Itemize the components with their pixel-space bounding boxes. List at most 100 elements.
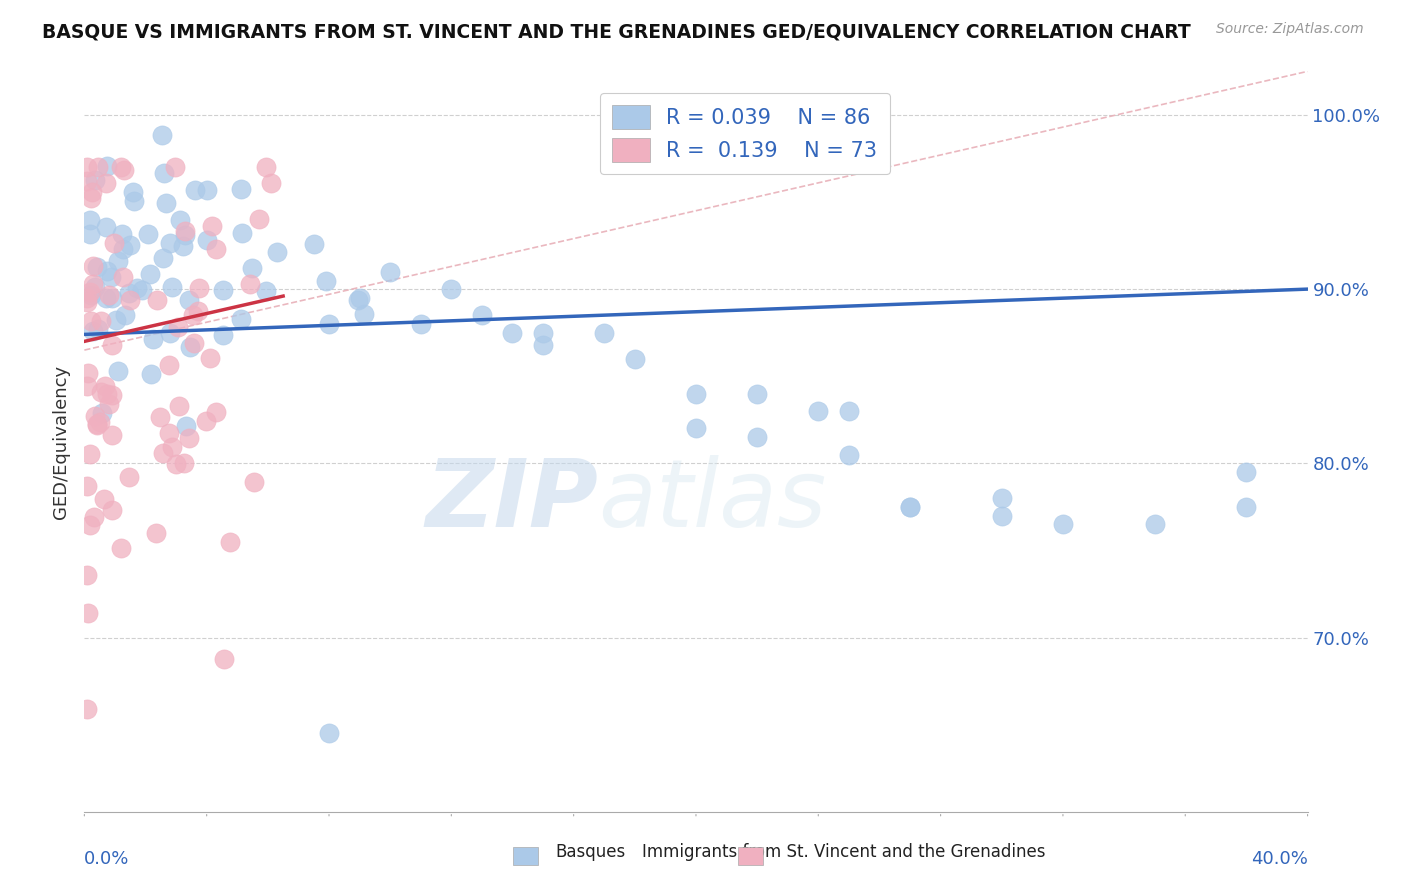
Point (188, 281, 211, 295)
Point (173, 456, 195, 470)
Point (152, 446, 174, 460)
Point (76, 174, 98, 188)
Point (349, 291, 371, 305)
Point (838, 404, 860, 418)
Point (150, 128, 173, 142)
Point (838, 448, 860, 462)
Point (101, 503, 124, 517)
Point (107, 253, 129, 268)
Point (181, 309, 204, 323)
Point (100, 291, 122, 305)
Point (231, 312, 253, 326)
Point (353, 307, 375, 321)
Point (86, 417, 108, 431)
Point (179, 340, 201, 354)
Point (177, 431, 200, 445)
Point (166, 320, 188, 334)
Point (153, 166, 176, 180)
Point (624, 351, 647, 366)
Point (991, 491, 1014, 505)
Point (145, 526, 167, 541)
Point (82, 277, 104, 292)
Point (198, 351, 221, 365)
Point (146, 293, 169, 307)
Point (195, 414, 218, 428)
Point (111, 242, 134, 256)
Point (184, 183, 207, 197)
Legend: R = 0.039    N = 86, R =  0.139    N = 73: R = 0.039 N = 86, R = 0.139 N = 73 (600, 93, 890, 174)
Point (101, 428, 124, 442)
Point (318, 317, 340, 331)
Point (152, 251, 174, 265)
Point (118, 469, 141, 483)
Text: Basques: Basques (555, 843, 626, 861)
Point (86, 417, 108, 432)
Point (1143, 517, 1166, 532)
Point (83, 172, 105, 186)
Point (204, 243, 226, 257)
Point (76, 294, 98, 309)
Point (212, 652, 235, 666)
Point (747, 386, 769, 401)
Point (112, 162, 135, 177)
Point (94, 176, 117, 190)
Point (254, 284, 277, 298)
Point (471, 308, 494, 322)
Point (96, 387, 118, 401)
Point (593, 326, 616, 340)
Point (155, 196, 177, 211)
Point (139, 267, 162, 281)
Point (169, 212, 191, 227)
Point (79, 517, 101, 532)
Point (97, 288, 120, 302)
Point (139, 367, 162, 381)
Point (266, 244, 288, 259)
Point (898, 500, 921, 514)
Point (149, 410, 172, 425)
Point (80, 186, 103, 200)
Point (136, 227, 159, 242)
Point (685, 421, 707, 435)
Point (83, 409, 105, 424)
Point (118, 237, 141, 252)
Point (212, 284, 235, 298)
Point (502, 326, 524, 340)
Point (142, 332, 165, 346)
Point (104, 313, 127, 327)
Point (240, 260, 263, 275)
Point (1236, 465, 1258, 479)
Point (195, 233, 218, 247)
Point (80, 287, 103, 301)
Point (80, 313, 103, 327)
Point (195, 183, 218, 197)
Point (157, 426, 180, 441)
Point (96, 264, 118, 278)
Point (89, 415, 111, 429)
Point (111, 270, 134, 285)
Point (165, 160, 187, 174)
Point (100, 338, 122, 352)
Point (121, 185, 143, 199)
Point (96, 292, 118, 306)
Point (96, 159, 118, 173)
Point (127, 281, 149, 295)
Text: BASQUE VS IMMIGRANTS FROM ST. VINCENT AND THE GRENADINES GED/EQUIVALENCY CORRELA: BASQUE VS IMMIGRANTS FROM ST. VINCENT AN… (42, 22, 1191, 41)
Point (94, 219, 117, 234)
Text: Source: ZipAtlas.com: Source: ZipAtlas.com (1216, 22, 1364, 37)
Point (79, 227, 101, 241)
Point (93, 491, 115, 506)
Point (172, 238, 194, 252)
Point (76, 379, 98, 393)
Point (218, 534, 240, 549)
Point (440, 282, 463, 296)
Point (76, 479, 98, 493)
Point (159, 326, 181, 340)
Point (131, 283, 153, 297)
Point (97, 397, 120, 411)
Point (160, 440, 183, 454)
Point (239, 277, 262, 292)
Point (1236, 500, 1258, 514)
Point (83, 510, 105, 524)
Point (90, 313, 112, 327)
Point (110, 541, 132, 556)
